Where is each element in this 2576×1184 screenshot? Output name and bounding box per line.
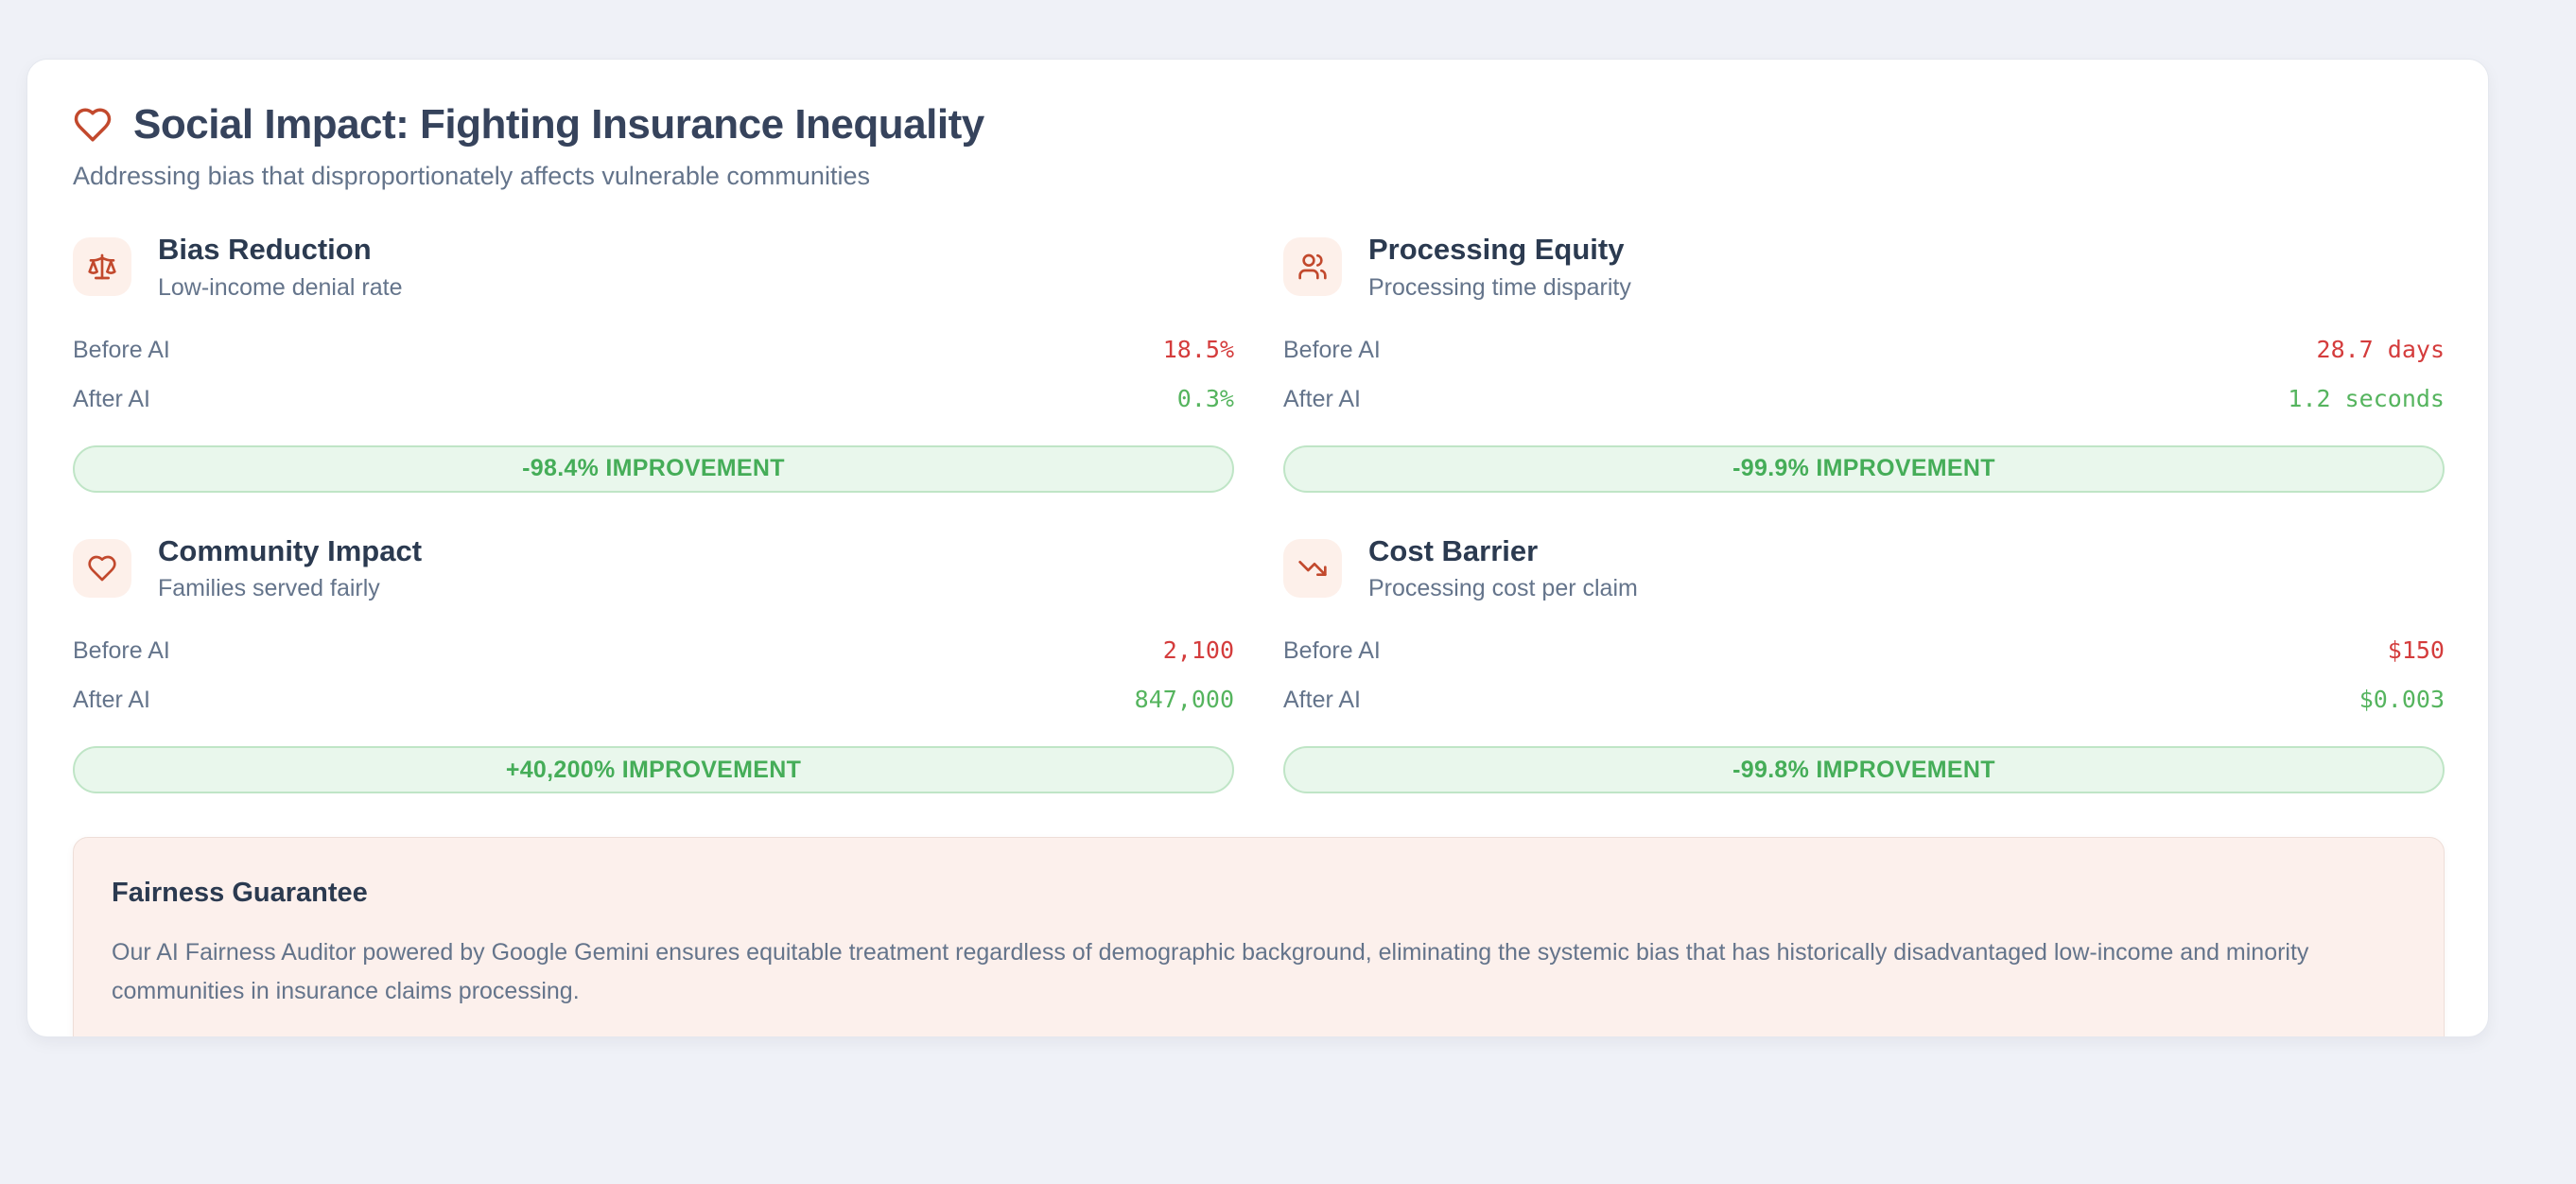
after-value: 0.3% [1176, 384, 1234, 412]
fairness-guarantee-callout: Fairness Guarantee Our AI Fairness Audit… [73, 837, 2445, 1036]
before-label: Before AI [73, 637, 170, 665]
icon-chip [1283, 237, 1342, 297]
fairness-body: Our AI Fairness Auditor powered by Googl… [112, 939, 2309, 1004]
after-row: After AI $0.003 [1283, 686, 2445, 714]
icon-chip [73, 237, 131, 297]
metric-card-cost-barrier: Cost Barrier Processing cost per claim B… [1283, 534, 2445, 794]
metric-title: Bias Reduction [158, 233, 372, 266]
metric-card-processing-equity: Processing Equity Processing time dispar… [1283, 233, 2445, 493]
before-value: 18.5% [1162, 335, 1234, 363]
improvement-badge: -98.4% IMPROVEMENT [73, 444, 1234, 493]
metric-title: Processing Equity [1368, 233, 1625, 266]
before-row: Before AI 2,100 [73, 636, 1234, 665]
social-impact-panel: Social Impact: Fighting Insurance Inequa… [26, 59, 2489, 1037]
after-label: After AI [73, 385, 150, 412]
metric-header: Cost Barrier Processing cost per claim [1283, 534, 2445, 603]
metric-title: Community Impact [158, 533, 423, 567]
improvement-badge: -99.9% IMPROVEMENT [1283, 444, 2445, 493]
scale-icon [88, 253, 116, 280]
metric-header: Bias Reduction Low-income denial rate [73, 233, 1234, 302]
after-row: After AI 1.2 seconds [1283, 385, 2445, 413]
before-row: Before AI 18.5% [73, 336, 1234, 364]
icon-chip [1283, 538, 1342, 598]
improvement-badge: -99.8% IMPROVEMENT [1283, 746, 2445, 794]
before-label: Before AI [1283, 637, 1381, 665]
page-subtitle: Addressing bias that disproportionately … [73, 162, 870, 190]
icon-chip [73, 538, 131, 598]
before-label: Before AI [1283, 336, 1381, 363]
metric-card-community-impact: Community Impact Families served fairly … [73, 534, 1234, 794]
heart-icon [74, 108, 112, 142]
after-label: After AI [1283, 385, 1361, 412]
after-row: After AI 0.3% [73, 385, 1234, 413]
before-label: Before AI [73, 336, 170, 363]
after-value: 847,000 [1134, 686, 1234, 714]
after-value: 1.2 seconds [2288, 384, 2445, 412]
metric-subtitle: Processing cost per claim [1368, 575, 1638, 602]
metric-subtitle: Processing time disparity [1368, 273, 1631, 301]
metric-subtitle: Families served fairly [158, 575, 380, 602]
metrics-grid: Bias Reduction Low-income denial rate Be… [73, 233, 2445, 794]
metric-card-bias-reduction: Bias Reduction Low-income denial rate Be… [73, 233, 1234, 493]
heart-icon [88, 555, 116, 582]
before-value: 2,100 [1162, 636, 1234, 665]
after-row: After AI 847,000 [73, 686, 1234, 714]
users-icon [1298, 253, 1327, 280]
before-value: 28.7 days [2316, 335, 2445, 363]
after-label: After AI [1283, 687, 1361, 714]
metric-header: Community Impact Families served fairly [73, 534, 1234, 603]
before-row: Before AI $150 [1283, 636, 2445, 665]
before-value: $150 [2387, 636, 2445, 665]
improvement-badge: +40,200% IMPROVEMENT [73, 746, 1234, 794]
fairness-title: Fairness Guarantee [112, 878, 368, 909]
metric-title: Cost Barrier [1368, 533, 1539, 567]
trending-down-icon [1298, 560, 1327, 576]
metric-header: Processing Equity Processing time dispar… [1283, 233, 2445, 302]
panel-header: Social Impact: Fighting Insurance Inequa… [73, 101, 2445, 148]
page-title: Social Impact: Fighting Insurance Inequa… [133, 101, 984, 148]
after-label: After AI [73, 687, 150, 714]
after-value: $0.003 [2358, 686, 2445, 714]
before-row: Before AI 28.7 days [1283, 336, 2445, 364]
metric-subtitle: Low-income denial rate [158, 273, 403, 301]
